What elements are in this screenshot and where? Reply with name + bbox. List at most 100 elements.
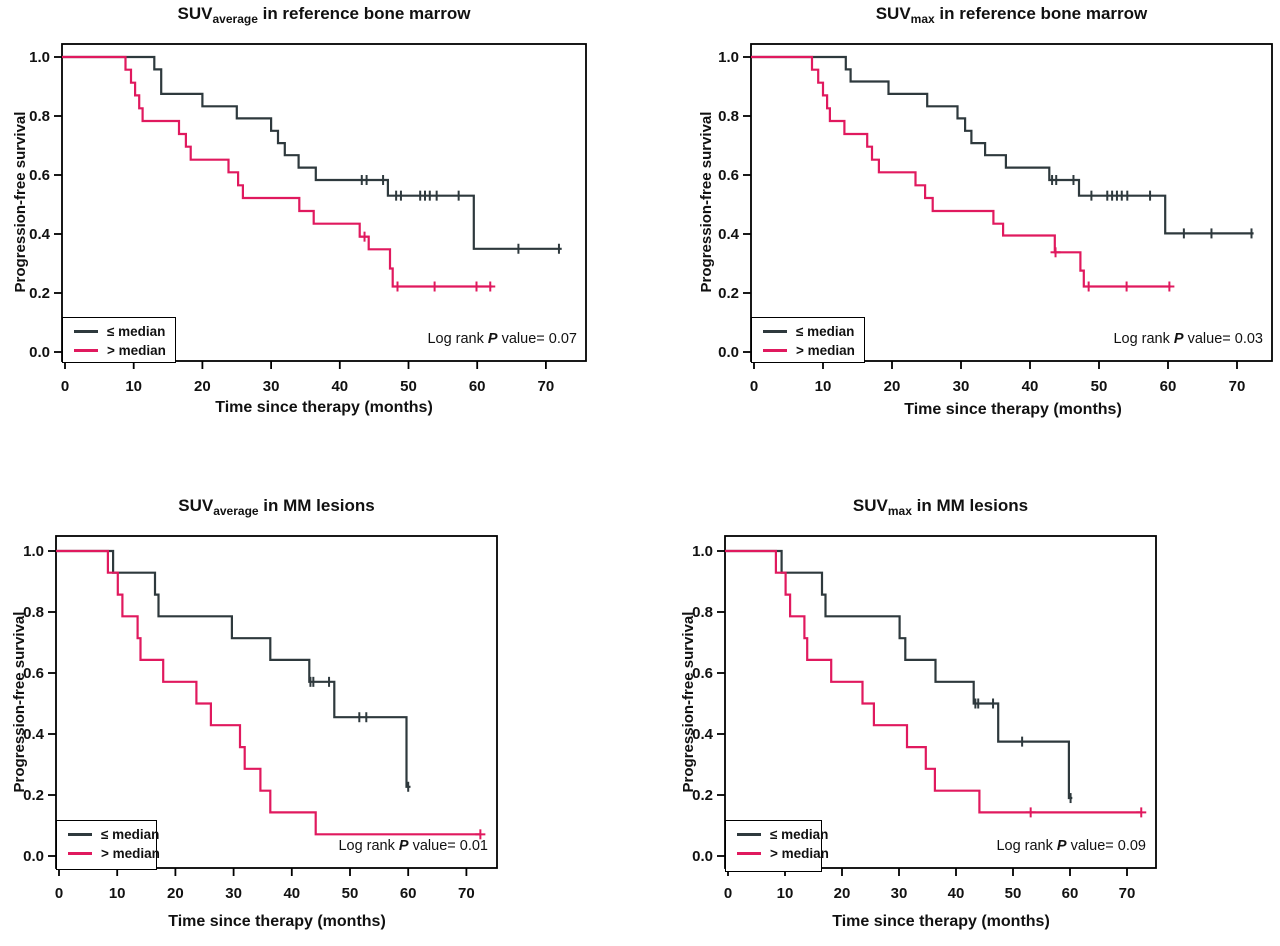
legend-item: ≤ median xyxy=(726,825,828,844)
svg-text:0.8: 0.8 xyxy=(23,604,44,621)
legend-label: ≤ median xyxy=(796,324,855,339)
legend: ≤ median > median xyxy=(62,317,176,363)
legend: ≤ median > median xyxy=(56,820,160,870)
p-value-text: Log rank xyxy=(338,838,395,854)
svg-text:1.0: 1.0 xyxy=(692,543,713,560)
gt-median-line-swatch xyxy=(763,349,787,352)
svg-text:50: 50 xyxy=(342,885,359,902)
legend-label: ≤ median xyxy=(770,827,829,842)
svg-text:50: 50 xyxy=(1005,885,1022,902)
svg-text:30: 30 xyxy=(263,378,280,395)
svg-text:0.2: 0.2 xyxy=(692,787,713,804)
log-rank-p-value: Log rank P value= 0.07 xyxy=(337,331,577,347)
svg-text:0.0: 0.0 xyxy=(718,344,739,361)
svg-text:70: 70 xyxy=(538,378,555,395)
legend-item: ≤ median xyxy=(63,322,175,341)
le-median-line-swatch xyxy=(737,833,761,836)
svg-text:0: 0 xyxy=(55,885,63,902)
title-subscript: max xyxy=(887,504,912,518)
title-text: SUV xyxy=(177,4,213,23)
p-symbol: P xyxy=(487,331,498,347)
svg-text:10: 10 xyxy=(125,378,142,395)
x-axis-label: Time since therapy (months) xyxy=(215,399,433,416)
svg-text:70: 70 xyxy=(1119,885,1136,902)
x-axis-label: Time since therapy (months) xyxy=(904,401,1122,418)
svg-text:20: 20 xyxy=(167,885,184,902)
svg-text:0.6: 0.6 xyxy=(29,167,50,184)
svg-text:0.0: 0.0 xyxy=(29,344,50,361)
log-rank-p-value: Log rank P value= 0.09 xyxy=(906,838,1146,854)
svg-text:0.6: 0.6 xyxy=(692,665,713,682)
p-value-text: Log rank xyxy=(427,331,484,347)
legend: ≤ median > median xyxy=(725,820,829,872)
gt-median-line-swatch xyxy=(737,852,761,855)
title-text: in MM lesions xyxy=(258,496,375,515)
svg-text:1.0: 1.0 xyxy=(718,49,739,66)
p-value-text: value= 0.09 xyxy=(1070,838,1146,854)
p-value-text: value= 0.01 xyxy=(412,838,488,854)
svg-text:0.8: 0.8 xyxy=(29,108,50,125)
svg-text:0.4: 0.4 xyxy=(29,226,51,243)
gt-median-line-swatch xyxy=(68,852,92,855)
le-median-line-swatch xyxy=(68,833,92,836)
svg-text:0.2: 0.2 xyxy=(29,285,50,302)
svg-text:60: 60 xyxy=(1062,885,1079,902)
gt-median-line-swatch xyxy=(74,349,98,352)
svg-text:50: 50 xyxy=(1091,378,1108,395)
title-text: in MM lesions xyxy=(911,496,1029,515)
svg-text:60: 60 xyxy=(1160,378,1177,395)
legend-label: > median xyxy=(107,343,166,358)
legend-item: > median xyxy=(726,844,829,863)
svg-text:1.0: 1.0 xyxy=(23,543,44,560)
svg-text:20: 20 xyxy=(194,378,211,395)
svg-text:0.4: 0.4 xyxy=(692,726,714,743)
svg-text:50: 50 xyxy=(400,378,417,395)
svg-text:30: 30 xyxy=(953,378,970,395)
svg-text:10: 10 xyxy=(109,885,126,902)
x-axis-label: Time since therapy (months) xyxy=(832,913,1050,930)
svg-text:0.4: 0.4 xyxy=(718,226,740,243)
svg-text:40: 40 xyxy=(331,378,348,395)
svg-text:0: 0 xyxy=(61,378,69,395)
log-rank-p-value: Log rank P value= 0.03 xyxy=(1023,331,1263,347)
p-symbol: P xyxy=(1173,331,1184,347)
legend-item: > median xyxy=(63,341,175,360)
y-axis-label: Progression-free survival xyxy=(680,611,697,793)
legend-label: > median xyxy=(770,846,829,861)
svg-text:0.2: 0.2 xyxy=(23,787,44,804)
legend-item: > median xyxy=(752,341,864,360)
legend-item: ≤ median xyxy=(57,825,160,844)
y-axis-label: Progression-free survival xyxy=(12,111,29,293)
svg-text:30: 30 xyxy=(891,885,908,902)
panel-title: SUVaverage in reference bone marrow xyxy=(62,4,586,26)
legend-label: > median xyxy=(796,343,855,358)
svg-text:10: 10 xyxy=(777,885,794,902)
svg-text:70: 70 xyxy=(458,885,475,902)
legend-label: ≤ median xyxy=(101,827,160,842)
panel-title: SUVmax in MM lesions xyxy=(725,496,1156,518)
svg-text:0: 0 xyxy=(724,885,732,902)
p-symbol: P xyxy=(1056,838,1067,854)
svg-text:60: 60 xyxy=(469,378,486,395)
le-median-line-swatch xyxy=(763,330,787,333)
svg-text:0.0: 0.0 xyxy=(692,848,713,865)
p-value-text: value= 0.07 xyxy=(501,331,577,347)
svg-text:10: 10 xyxy=(815,378,832,395)
p-value-text: Log rank xyxy=(996,838,1053,854)
svg-text:40: 40 xyxy=(283,885,300,902)
svg-text:60: 60 xyxy=(400,885,417,902)
svg-text:0: 0 xyxy=(750,378,758,395)
panel-title: SUVmax in reference bone marrow xyxy=(751,4,1272,26)
legend-label: > median xyxy=(101,846,160,861)
svg-text:0.4: 0.4 xyxy=(23,726,45,743)
legend-item: > median xyxy=(57,844,160,863)
le-median-line-swatch xyxy=(74,330,98,333)
svg-text:40: 40 xyxy=(1022,378,1039,395)
svg-text:30: 30 xyxy=(225,885,242,902)
panel-title: SUVaverage in MM lesions xyxy=(56,496,497,518)
svg-text:0.8: 0.8 xyxy=(692,604,713,621)
title-text: SUV xyxy=(875,4,911,23)
legend-item: ≤ median xyxy=(752,322,864,341)
